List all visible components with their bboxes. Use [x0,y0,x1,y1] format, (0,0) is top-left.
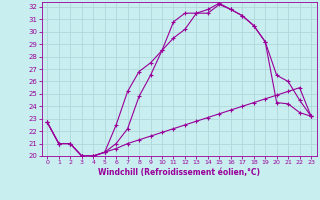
X-axis label: Windchill (Refroidissement éolien,°C): Windchill (Refroidissement éolien,°C) [98,168,260,177]
